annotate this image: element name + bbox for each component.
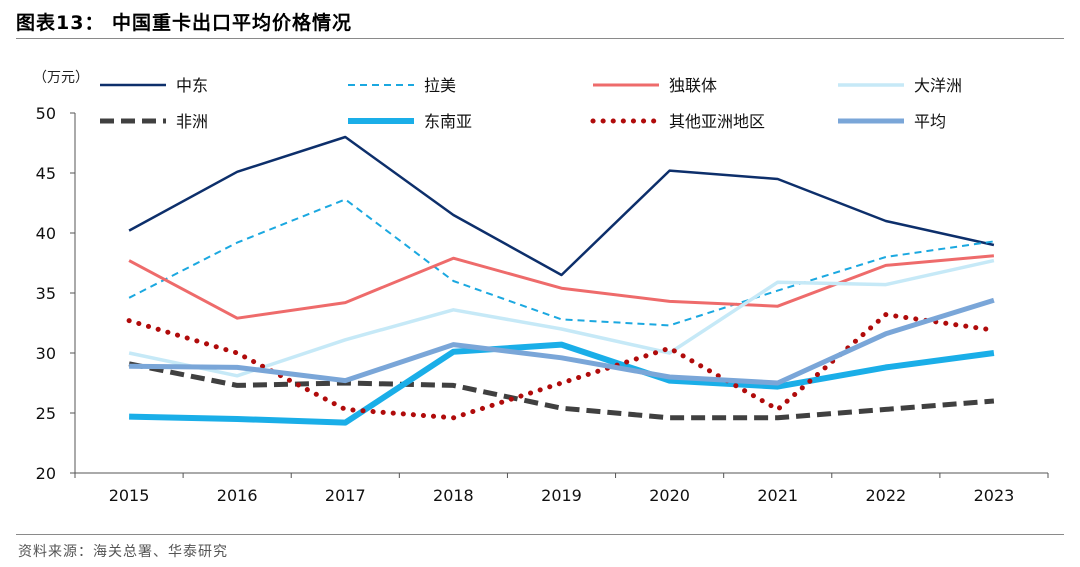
y-tick-label: 45	[36, 164, 56, 183]
x-tick-label: 2019	[541, 486, 582, 505]
x-tick-label: 2022	[865, 486, 906, 505]
y-tick-label: 25	[36, 404, 56, 423]
series-line	[128, 198, 995, 327]
y-tick-label: 35	[36, 284, 56, 303]
x-tick-label: 2023	[974, 486, 1015, 505]
x-tick-label: 2020	[649, 486, 690, 505]
legend-label: 非洲	[176, 112, 208, 131]
source-divider	[16, 534, 1064, 535]
y-tick-label: 50	[36, 104, 56, 123]
y-tick-label: 20	[36, 464, 56, 483]
legend-label: 中东	[176, 76, 208, 95]
title-divider	[16, 38, 1064, 39]
legend-label: 其他亚洲地区	[669, 112, 765, 131]
legend-label: 拉美	[424, 76, 456, 95]
x-tick-label: 2017	[325, 486, 366, 505]
series-line	[128, 254, 995, 320]
x-tick-label: 2016	[217, 486, 258, 505]
x-tick-label: 2018	[433, 486, 474, 505]
y-tick-label: 40	[36, 224, 56, 243]
legend-label: 东南亚	[424, 112, 472, 131]
series-line	[129, 341, 995, 426]
legend-label: 大洋洲	[914, 76, 962, 95]
x-tick-label: 2021	[757, 486, 798, 505]
y-tick-label: 30	[36, 344, 56, 363]
figure-title: 图表13： 中国重卡出口平均价格情况	[16, 12, 353, 34]
series-line	[129, 297, 995, 386]
legend-label: 平均	[914, 112, 946, 131]
x-tick-label: 2015	[109, 486, 150, 505]
y-unit-label: （万元）	[33, 70, 89, 86]
series-line	[128, 135, 995, 277]
series-line	[128, 258, 995, 378]
source-note: 资料来源：海关总署、华泰研究	[18, 544, 228, 560]
legend-label: 独联体	[669, 76, 717, 95]
series-line	[128, 361, 995, 421]
